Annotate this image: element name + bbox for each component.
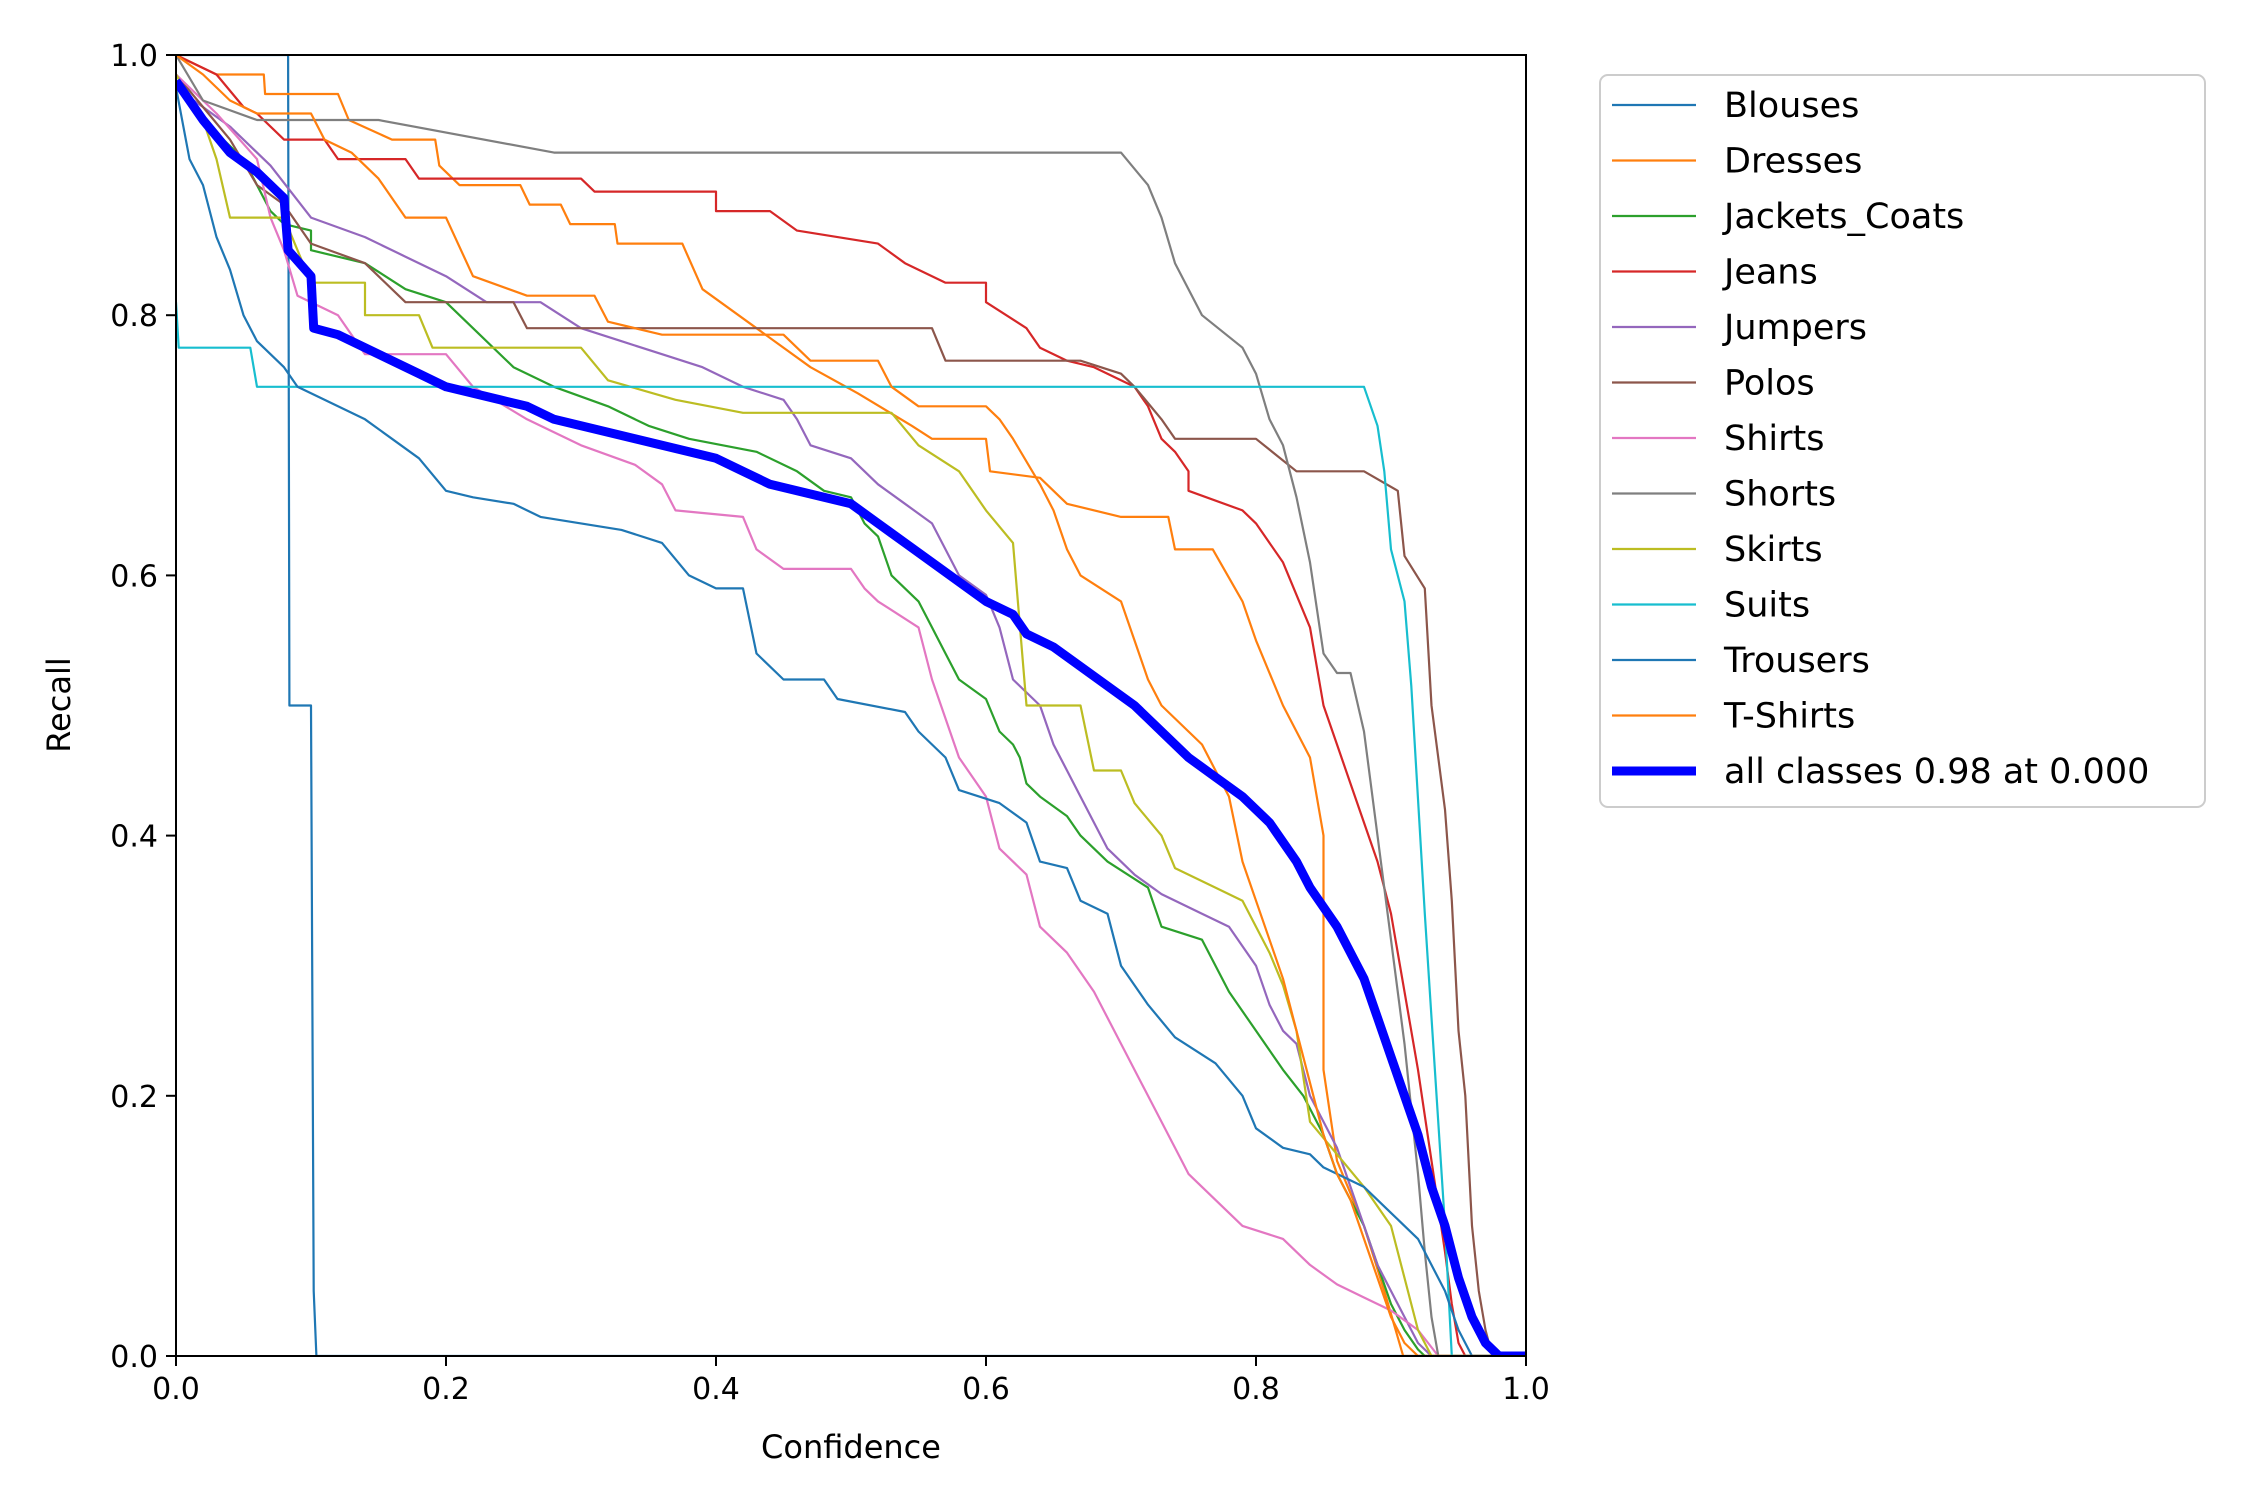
legend: Blouses Dresses Jackets_Coats Jeans Jumpers P… <box>1599 74 2206 808</box>
y-tick-label: 0.2 <box>110 1080 158 1115</box>
legend-frame <box>1599 74 2206 808</box>
y-tick-label: 0.6 <box>110 559 158 594</box>
legend-label: Jeans <box>1722 253 1818 293</box>
legend-label: T-Shirts <box>1723 697 1855 737</box>
x-axis-label: Confidence <box>761 1428 941 1466</box>
x-tick-label: 1.0 <box>1502 1372 1550 1407</box>
legend-label: Jackets_Coats <box>1722 197 1964 237</box>
legend-label: Shorts <box>1724 475 1836 515</box>
y-tick-label: 1.0 <box>110 39 158 74</box>
series-line-suits <box>176 302 1526 1356</box>
x-tick-label: 0.0 <box>152 1372 200 1407</box>
x-tick-label: 0.4 <box>692 1372 740 1407</box>
y-tick-label: 0.4 <box>110 820 158 855</box>
y-axis: 0.0 0.2 0.4 0.6 0.8 1.0 <box>110 39 176 1375</box>
plot-frame <box>175 54 1527 1357</box>
y-tick-label: 0.0 <box>110 1340 158 1375</box>
series-line-jumpers <box>176 86 1526 1356</box>
legend-label: Dresses <box>1724 142 1862 182</box>
series-line-shirts <box>176 73 1526 1356</box>
legend-label: Polos <box>1724 364 1815 404</box>
series-line-skirts <box>176 73 1526 1356</box>
legend-label: Blouses <box>1724 86 1859 126</box>
x-axis: 0.0 0.2 0.4 0.6 0.8 1.0 <box>152 1356 1550 1407</box>
series-line-all-classes-0-98-at-0-000 <box>176 78 1526 1356</box>
legend-label: Skirts <box>1724 530 1823 570</box>
legend-label: Suits <box>1724 586 1810 626</box>
x-tick-label: 0.8 <box>1232 1372 1280 1407</box>
x-tick-label: 0.2 <box>422 1372 470 1407</box>
legend-label: all classes 0.98 at 0.000 <box>1724 752 2149 792</box>
y-tick-label: 0.8 <box>110 299 158 334</box>
series-line-jeans <box>176 55 1526 1356</box>
series-line-shorts <box>176 55 1526 1356</box>
y-axis-label: Recall <box>40 657 78 752</box>
series-line-t-shirts <box>176 55 1526 1356</box>
x-tick-label: 0.6 <box>962 1372 1010 1407</box>
series-line-trousers <box>176 87 1526 1356</box>
series-line-blouses <box>176 55 1526 1356</box>
series-layer <box>176 55 1526 1356</box>
legend-label: Jumpers <box>1722 308 1867 348</box>
legend-label: Shirts <box>1724 419 1824 459</box>
series-line-dresses <box>176 55 1526 1356</box>
legend-label: Trousers <box>1723 641 1870 681</box>
